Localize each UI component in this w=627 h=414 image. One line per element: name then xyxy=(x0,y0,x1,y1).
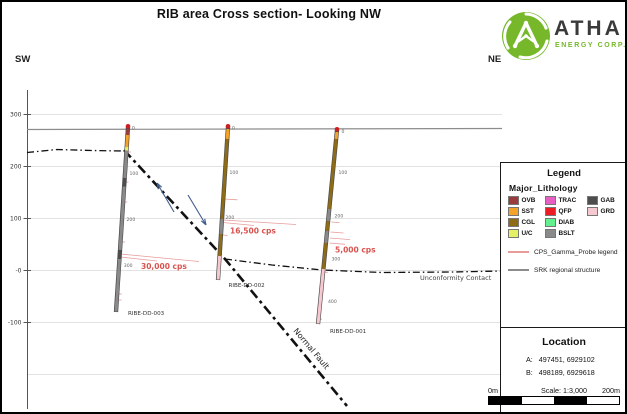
legend-srk-line: SRK regional structure xyxy=(508,267,625,274)
tick-200: 200 xyxy=(10,164,22,171)
scale-ratio-text: Scale: 1:3,000 xyxy=(541,386,587,395)
atha-logo: ATHA ENERGY CORP. xyxy=(499,6,627,68)
legend-gamma-line: CPS_Gamma_Probe legend xyxy=(508,249,625,256)
logo-brand-text: ATHA xyxy=(554,17,623,40)
svg-text:100: 100 xyxy=(339,170,348,176)
bslt-swatch xyxy=(545,229,556,238)
svg-text:RIBE-DD-001: RIBE-DD-001 xyxy=(330,329,367,335)
tick-0: -0 xyxy=(16,268,22,275)
svg-text:200: 200 xyxy=(226,215,235,221)
lithology-section-title: Major_Lithology xyxy=(509,183,578,193)
legend-item-cgl: CGL xyxy=(508,218,545,227)
unconformity-contact-line xyxy=(26,148,503,274)
drillhole-ribe-dd-001 xyxy=(316,131,339,324)
svg-text:400: 400 xyxy=(328,299,337,305)
depth-labels: 0 100 200 300 0 100 200 0 100 200 300 40… xyxy=(124,126,348,306)
svg-text:300: 300 xyxy=(332,257,341,263)
svg-text:0: 0 xyxy=(232,126,235,132)
tick-300: 300 xyxy=(10,112,22,119)
trac-swatch xyxy=(545,196,556,205)
svg-text:100: 100 xyxy=(230,170,239,176)
cps-label-16500: 16,500 cps xyxy=(230,227,276,236)
collar-icon xyxy=(225,124,231,129)
legend-item-uc: U/C xyxy=(508,229,545,238)
compass-sw-label: SW xyxy=(15,54,31,65)
page-title: RIB area Cross section- Looking NW xyxy=(156,7,382,21)
svg-text:RIBE-DD-003: RIBE-DD-003 xyxy=(128,311,165,317)
cps-label-30000: 30,000 cps xyxy=(141,262,187,271)
legend-item-bslt: BSLT xyxy=(545,229,587,238)
normal-fault-label: Normal Fault xyxy=(291,327,330,372)
scale-bar-segments xyxy=(488,396,620,405)
scale-bar-end-label: 200m xyxy=(602,386,620,395)
logo-subtitle-text: ENERGY CORP. xyxy=(555,42,627,49)
unconformity-label: Unconformity Contact xyxy=(420,274,492,282)
gamma-probe-spikes xyxy=(117,151,351,320)
sst-swatch xyxy=(508,207,519,216)
qfp-swatch xyxy=(545,207,556,216)
location-coordinates: A: 497451, 6929102 B: 498189, 6929618 xyxy=(501,354,625,379)
scale-bar-start-label: 0m xyxy=(488,386,498,395)
compass-ne-label: NE xyxy=(488,54,502,65)
lithology-legend-grid: OVB TRAC GAB SST QFP GRD xyxy=(508,196,625,238)
svg-text:0: 0 xyxy=(342,129,345,135)
legend-item-ovb: OVB xyxy=(508,196,545,205)
scale-bar: 0m 200m xyxy=(488,386,620,405)
uc-swatch xyxy=(508,229,519,238)
location-b: B: 498189, 6929618 xyxy=(526,367,595,377)
srk-line-sample xyxy=(508,269,529,271)
elevation-axis xyxy=(23,90,31,409)
gab-swatch xyxy=(587,196,598,205)
drillhole-ribe-dd-002 xyxy=(216,128,230,280)
svg-text:200: 200 xyxy=(335,214,344,220)
drillhole-id-labels: RIBE-DD-003 RIBE-DD-002 RIBE-DD-001 xyxy=(128,283,367,335)
elevation-tick-labels: 300 200 100 -0 -100 xyxy=(8,112,22,327)
gridlines xyxy=(27,114,502,375)
fault-movement-arrows xyxy=(156,182,207,226)
legend-item-trac: TRAC xyxy=(545,196,587,205)
location-a: A: 497451, 6929102 xyxy=(526,355,595,364)
cps-annotations: 30,000 cps 16,500 cps 5,000 cps xyxy=(141,227,376,272)
drillhole-ribe-dd-003 xyxy=(114,128,130,312)
legend-item-sst: SST xyxy=(508,207,545,216)
legend-item-grd: GRD xyxy=(587,207,625,216)
ovb-swatch xyxy=(508,196,519,205)
gamma-line-sample xyxy=(508,251,529,253)
grd-swatch xyxy=(587,207,598,216)
legend-item-qfp: QFP xyxy=(545,207,587,216)
drillhole-collars xyxy=(125,124,340,132)
legend-item-diab: DIAB xyxy=(545,218,587,227)
svg-text:300: 300 xyxy=(124,263,133,269)
svg-text:0: 0 xyxy=(132,126,135,132)
normal-fault-line xyxy=(123,149,349,407)
legend-panel: Legend Major_Lithology OVB TRAC GAB SST … xyxy=(500,162,625,327)
collar-icon xyxy=(334,127,340,132)
cps-label-5000: 5,000 cps xyxy=(335,246,376,255)
legend-title: Legend xyxy=(547,168,581,179)
svg-text:200: 200 xyxy=(127,217,136,223)
diab-swatch xyxy=(545,218,556,227)
legend-item-gab: GAB xyxy=(587,196,625,205)
srk-regional-structure-line xyxy=(26,127,503,131)
tick-minus100: -100 xyxy=(8,320,22,327)
tick-100: 100 xyxy=(10,216,22,223)
cgl-swatch xyxy=(508,218,519,227)
svg-text:RIBE-DD-002: RIBE-DD-002 xyxy=(229,283,265,289)
collar-icon xyxy=(125,124,131,129)
atha-logo-icon xyxy=(502,12,550,60)
svg-text:100: 100 xyxy=(130,171,139,177)
location-title: Location xyxy=(542,336,586,348)
